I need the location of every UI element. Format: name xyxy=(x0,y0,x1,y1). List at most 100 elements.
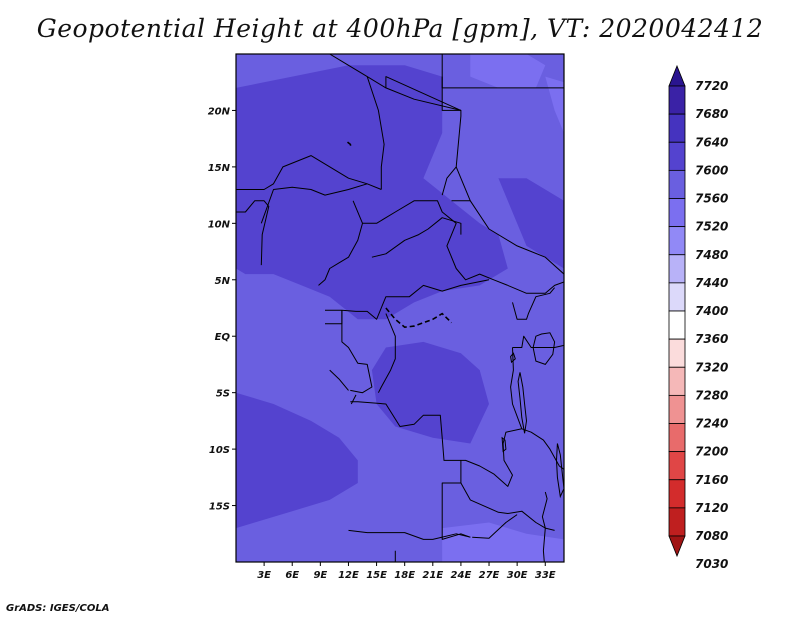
colorbar-swatch-7 xyxy=(668,254,686,284)
y-axis-ticks: 20N 15N 10N 5N EQ 5S 10S 15S xyxy=(208,106,236,513)
field-region-1 xyxy=(236,65,508,320)
x-tick-label-5: 18E xyxy=(394,570,415,581)
boundary-line-28 xyxy=(541,491,548,562)
x-tick-label-9: 30E xyxy=(507,570,528,581)
colorbar-swatch-16 xyxy=(668,507,686,537)
x-tick-label-3: 12E xyxy=(338,570,359,581)
boundary-line-27 xyxy=(472,514,518,539)
boundary-line-23 xyxy=(512,287,555,320)
colorbar-swatch-12 xyxy=(668,394,686,424)
x-tick-label-7: 24E xyxy=(451,570,472,581)
y-tick-label-7: 15S xyxy=(209,502,230,513)
colorbar-label-0: 7720 xyxy=(695,79,728,93)
x-axis-ticks: 3E 6E 9E 12E 15E 18E 21E 24E 27E 30E 33E xyxy=(257,562,556,581)
colorbar-label-2: 7640 xyxy=(695,135,728,149)
colorbar-swatch-2 xyxy=(668,113,686,143)
colorbar-swatch-13 xyxy=(668,423,686,453)
colorbar-label-11: 7280 xyxy=(695,388,728,402)
boundary-line-26 xyxy=(460,482,555,531)
lake-outline-1 xyxy=(517,372,528,434)
boundary-line-17 xyxy=(377,313,396,393)
field-region-7 xyxy=(442,522,564,562)
colorbar-label-1: 7680 xyxy=(695,107,728,121)
colorbar-swatch-6 xyxy=(668,226,686,256)
x-tick-label-2: 9E xyxy=(313,570,327,581)
y-tick-label-3: 5N xyxy=(215,276,231,287)
map-frame xyxy=(235,53,565,563)
field-region-4 xyxy=(236,392,358,529)
colorbar-swatch-5 xyxy=(668,198,686,228)
colorbar-label-5: 7520 xyxy=(695,220,728,234)
field-region-5 xyxy=(470,54,546,88)
y-tick-label-5: 5S xyxy=(216,389,230,400)
colorbar-label-14: 7160 xyxy=(695,473,728,487)
boundary-line-13 xyxy=(507,281,564,294)
boundary-line-29 xyxy=(394,550,396,562)
colorbar-label-10: 7320 xyxy=(695,360,728,374)
boundary-line-16 xyxy=(341,310,373,394)
boundary-line-3 xyxy=(260,183,368,224)
colorbar-swatch-3 xyxy=(668,141,686,171)
y-tick-label-1: 15N xyxy=(208,163,231,174)
lake-outline-0 xyxy=(532,332,556,365)
colorbar-swatch-0 xyxy=(668,64,686,87)
x-tick-label-1: 6E xyxy=(285,570,299,581)
colorbar-swatch-14 xyxy=(668,451,686,481)
colorbar-label-6: 7480 xyxy=(695,248,728,262)
boundary-line-10 xyxy=(441,54,564,89)
x-tick-label-4: 15E xyxy=(366,570,387,581)
y-tick-label-4: EQ xyxy=(215,332,231,343)
colorbar-label-9: 7360 xyxy=(695,332,728,346)
country-boundaries xyxy=(236,54,564,562)
x-tick-label-8: 27E xyxy=(479,570,500,581)
geopotential-field xyxy=(236,54,564,562)
colorbar-label-17: 7030 xyxy=(695,557,728,571)
rivers xyxy=(347,141,453,329)
colorbar-swatch-4 xyxy=(668,169,686,199)
lake-outline-2 xyxy=(555,443,564,499)
colorbar-label-15: 7120 xyxy=(695,501,728,515)
colorbar-label-4: 7560 xyxy=(695,192,728,206)
y-tick-label-0: 20N xyxy=(208,106,231,117)
boundary-line-2 xyxy=(236,200,270,266)
boundary-line-4 xyxy=(318,200,363,286)
boundary-line-9 xyxy=(385,76,462,111)
boundary-line-6 xyxy=(371,217,462,258)
boundary-line-30 xyxy=(329,369,349,391)
lake-outline-4 xyxy=(510,352,516,364)
boundary-line-20 xyxy=(350,394,357,405)
colorbar-label-16: 7080 xyxy=(695,529,728,543)
boundary-line-25 xyxy=(460,428,522,487)
river-line-0 xyxy=(385,307,453,329)
boundary-line-22 xyxy=(512,335,564,348)
grads-credit: GrADS: IGES/COLA xyxy=(6,603,110,614)
y-tick-label-2: 10N xyxy=(208,219,231,230)
colorbar-label-12: 7240 xyxy=(695,417,728,431)
chart-title: Geopotential Height at 400hPa [gpm], VT:… xyxy=(36,14,764,43)
y-tick-label-6: 10S xyxy=(209,445,230,456)
boundary-line-5 xyxy=(362,200,508,286)
colorbar-label-8: 7400 xyxy=(695,304,728,318)
colorbar-label-13: 7200 xyxy=(695,445,728,459)
field-region-3 xyxy=(371,341,489,444)
colorbar-swatch-17 xyxy=(668,535,686,558)
boundary-line-18 xyxy=(350,401,471,540)
river-line-1 xyxy=(347,141,353,148)
colorbar-swatch-10 xyxy=(668,338,686,368)
boundary-line-1 xyxy=(236,155,382,190)
field-region-2 xyxy=(498,178,564,269)
colorbar-swatch-8 xyxy=(668,282,686,312)
boundary-line-11 xyxy=(455,166,564,275)
boundary-line-24 xyxy=(521,428,564,470)
x-tick-label-6: 21E xyxy=(422,570,443,581)
field-region-6 xyxy=(545,76,564,133)
colorbar-swatch-11 xyxy=(668,366,686,396)
colorbar-label-3: 7600 xyxy=(695,163,728,177)
x-tick-label-10: 33E xyxy=(535,570,556,581)
boundary-line-21 xyxy=(510,347,523,429)
boundary-line-14 xyxy=(325,279,490,320)
colorbar-swatch-1 xyxy=(668,85,686,115)
colorbar-label-7: 7440 xyxy=(695,276,728,290)
